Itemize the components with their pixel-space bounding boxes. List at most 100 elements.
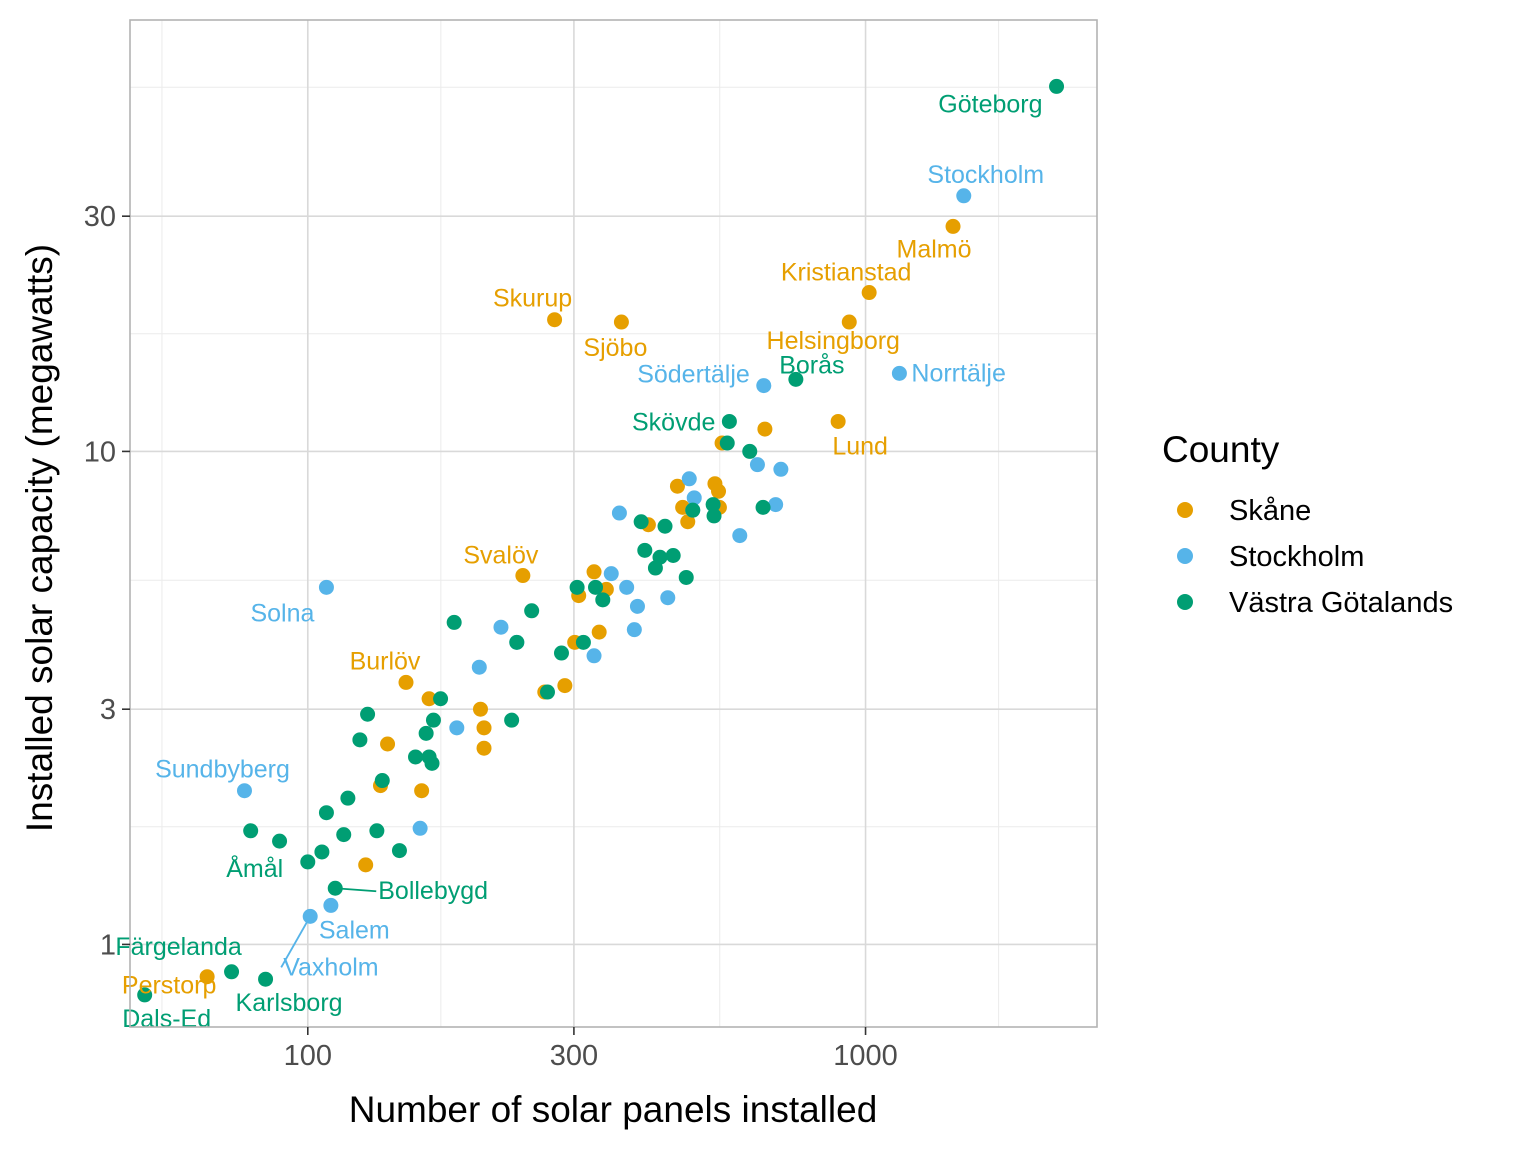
data-point — [476, 740, 492, 756]
data-points — [137, 78, 1065, 1003]
x-tick-label: 1000 — [833, 1040, 898, 1072]
legend-key — [1177, 502, 1193, 518]
data-point — [380, 736, 396, 752]
data-point — [657, 518, 673, 534]
data-point — [418, 725, 434, 741]
x-axis-ticks: 100 300 1000 — [284, 1027, 898, 1072]
data-point — [678, 569, 694, 585]
data-point — [327, 880, 343, 896]
data-point — [472, 701, 488, 717]
plot-border — [129, 19, 1098, 1028]
legend: County Skåne Stockholm Västra Götalands — [1162, 429, 1453, 619]
data-point — [945, 218, 961, 234]
data-point — [586, 648, 602, 664]
legend-title: County — [1162, 429, 1280, 470]
data-point — [515, 568, 531, 584]
data-point — [719, 435, 735, 451]
data-point — [956, 188, 972, 204]
data-point — [626, 622, 642, 638]
data-point — [476, 720, 492, 736]
legend-items: Skåne Stockholm Västra Götalands — [1177, 495, 1453, 619]
data-point — [680, 514, 696, 530]
point-label: Stockholm — [927, 161, 1044, 189]
data-point — [830, 413, 846, 429]
data-point — [742, 443, 758, 459]
data-point — [1049, 78, 1065, 94]
point-label: Bollebygd — [378, 877, 488, 905]
data-point — [391, 843, 407, 859]
data-point — [504, 712, 520, 728]
data-point — [424, 755, 440, 771]
data-point — [547, 312, 563, 328]
data-point — [412, 820, 428, 836]
point-label: Svalöv — [463, 542, 539, 570]
data-point — [318, 805, 334, 821]
data-point — [861, 285, 877, 301]
data-point — [773, 461, 789, 477]
data-point — [755, 499, 771, 515]
data-point — [340, 790, 356, 806]
data-point — [433, 691, 449, 707]
point-label: Malmö — [897, 235, 972, 263]
point-label: Salem — [319, 916, 390, 944]
data-point — [302, 908, 318, 924]
point-label: Sjöbo — [583, 334, 647, 362]
data-point — [421, 691, 437, 707]
data-point — [557, 678, 573, 694]
data-point — [652, 549, 668, 565]
data-point — [258, 971, 274, 987]
data-point — [493, 619, 509, 635]
panel-border — [129, 19, 1098, 1028]
y-axis-label: Installed solar capacity (megawatts) — [19, 244, 60, 832]
x-axis-label: Number of solar panels installed — [349, 1089, 878, 1130]
legend-key — [1177, 548, 1193, 564]
point-label: Sundbyberg — [155, 756, 290, 784]
data-point — [360, 706, 376, 722]
data-point — [669, 478, 685, 494]
point-labels: Perstorp Svalöv Burlöv Skurup Sjöbo Kristians… — [115, 90, 1044, 1032]
data-point — [314, 844, 330, 860]
data-point — [711, 483, 727, 499]
data-point — [569, 579, 585, 595]
y-tick-label: 30 — [84, 201, 116, 233]
point-label: Lund — [832, 432, 888, 460]
data-point — [408, 749, 424, 765]
panel-background — [130, 20, 1097, 1027]
legend-key — [1177, 594, 1193, 610]
data-point — [358, 857, 374, 873]
data-point — [398, 674, 414, 690]
data-point — [224, 964, 240, 980]
data-point — [509, 634, 525, 650]
data-point — [768, 497, 784, 513]
data-point — [629, 598, 645, 614]
legend-label: Stockholm — [1229, 541, 1364, 573]
data-point — [686, 490, 702, 506]
data-point — [595, 592, 611, 608]
data-point — [425, 712, 441, 728]
data-point — [611, 505, 627, 521]
data-point — [272, 833, 288, 849]
data-point — [575, 634, 591, 650]
leader-line — [280, 915, 311, 968]
point-label: Skövde — [632, 408, 715, 436]
point-label: Helsingborg — [767, 327, 900, 355]
data-point — [352, 732, 368, 748]
point-label: Borås — [779, 351, 844, 379]
point-label: Burlöv — [350, 647, 421, 675]
point-label: Skurup — [493, 285, 572, 313]
data-point — [613, 314, 629, 330]
data-point — [685, 502, 701, 518]
data-point — [681, 471, 697, 487]
data-point — [236, 783, 252, 799]
x-tick-label: 300 — [550, 1040, 598, 1072]
data-point — [637, 542, 653, 558]
point-label: Göteborg — [938, 90, 1042, 118]
data-point — [660, 590, 676, 606]
y-tick-label: 3 — [100, 694, 116, 726]
data-point — [591, 624, 607, 640]
point-label: Södertälje — [637, 361, 750, 389]
point-label: Solna — [250, 599, 314, 627]
data-point — [757, 421, 773, 437]
data-point — [323, 897, 339, 913]
